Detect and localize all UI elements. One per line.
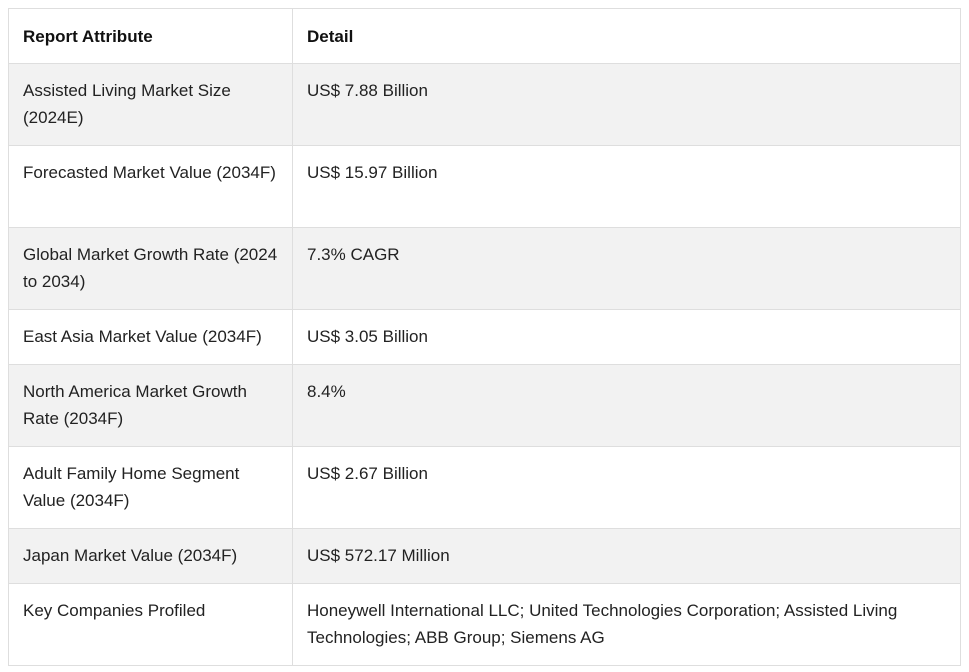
detail-cell: Honeywell International LLC; United Tech… bbox=[292, 583, 961, 666]
attribute-cell: Forecasted Market Value (2034F) bbox=[8, 145, 293, 228]
detail-cell: US$ 2.67 Billion bbox=[292, 446, 961, 529]
attribute-cell: Adult Family Home Segment Value (2034F) bbox=[8, 446, 293, 529]
column-header-report-attribute: Report Attribute bbox=[8, 8, 293, 64]
table-row: Key Companies Profiled Honeywell Interna… bbox=[8, 583, 961, 666]
table-row: North America Market Growth Rate (2034F)… bbox=[8, 364, 961, 447]
attribute-cell: Global Market Growth Rate (2024 to 2034) bbox=[8, 227, 293, 310]
table-header-row: Report Attribute Detail bbox=[8, 8, 961, 64]
table-row: East Asia Market Value (2034F) US$ 3.05 … bbox=[8, 309, 961, 365]
table-header: Report Attribute Detail bbox=[8, 8, 961, 64]
table-row: Japan Market Value (2034F) US$ 572.17 Mi… bbox=[8, 528, 961, 584]
table-row: Forecasted Market Value (2034F) US$ 15.9… bbox=[8, 145, 961, 228]
table-row: Adult Family Home Segment Value (2034F) … bbox=[8, 446, 961, 529]
detail-cell: 8.4% bbox=[292, 364, 961, 447]
attribute-cell: Key Companies Profiled bbox=[8, 583, 293, 666]
detail-cell: US$ 15.97 Billion bbox=[292, 145, 961, 228]
report-table-container: Report Attribute Detail Assisted Living … bbox=[8, 8, 961, 666]
detail-cell: US$ 572.17 Million bbox=[292, 528, 961, 584]
attribute-cell: North America Market Growth Rate (2034F) bbox=[8, 364, 293, 447]
table-row: Global Market Growth Rate (2024 to 2034)… bbox=[8, 227, 961, 310]
detail-cell: US$ 7.88 Billion bbox=[292, 63, 961, 146]
attribute-cell: East Asia Market Value (2034F) bbox=[8, 309, 293, 365]
detail-cell: US$ 3.05 Billion bbox=[292, 309, 961, 365]
report-attributes-table: Report Attribute Detail Assisted Living … bbox=[8, 8, 961, 666]
attribute-cell: Assisted Living Market Size (2024E) bbox=[8, 63, 293, 146]
table-row: Assisted Living Market Size (2024E) US$ … bbox=[8, 63, 961, 146]
detail-cell: 7.3% CAGR bbox=[292, 227, 961, 310]
attribute-cell: Japan Market Value (2034F) bbox=[8, 528, 293, 584]
column-header-detail: Detail bbox=[292, 8, 961, 64]
table-body: Assisted Living Market Size (2024E) US$ … bbox=[8, 63, 961, 666]
